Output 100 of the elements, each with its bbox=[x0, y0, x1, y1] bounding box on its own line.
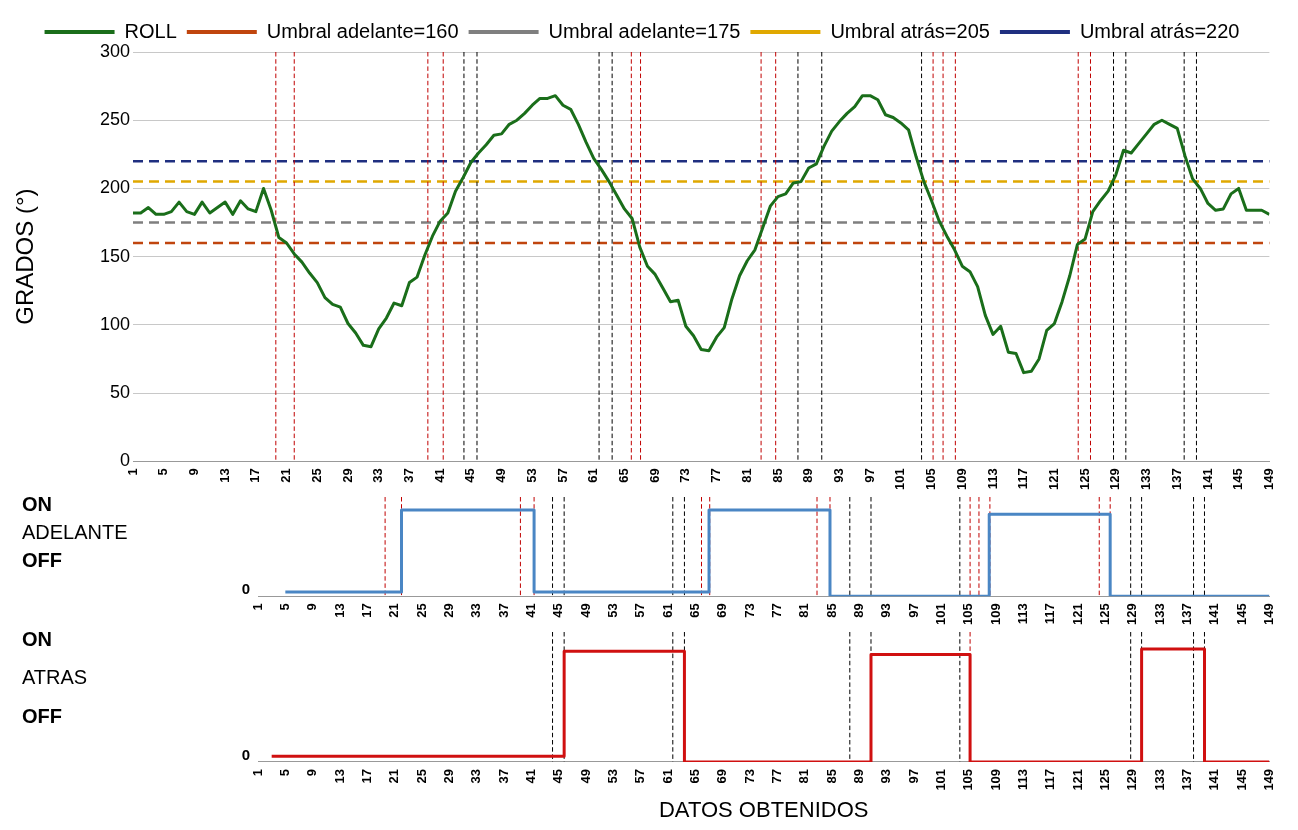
x-tick-label: 101 bbox=[892, 468, 908, 491]
text: 0 bbox=[241, 746, 250, 764]
x-tick-label: 101 bbox=[932, 603, 948, 626]
x-tick-label: 29 bbox=[440, 603, 456, 618]
x-tick-label: 105 bbox=[960, 603, 976, 626]
x-tick-label: 49 bbox=[577, 768, 593, 784]
x-tick-label: 17 bbox=[358, 603, 374, 618]
x-tick-label: 65 bbox=[615, 468, 631, 483]
x-tick-label: 33 bbox=[468, 603, 484, 618]
x-tick-label: 57 bbox=[632, 603, 648, 618]
legend-label: Umbral atrás=205 bbox=[830, 19, 990, 42]
x-tick-label: 117 bbox=[1015, 468, 1031, 490]
x-tick-label: 141 bbox=[1199, 468, 1215, 491]
x-tick-label: 37 bbox=[495, 603, 511, 618]
x-tick-label: 81 bbox=[796, 603, 812, 618]
text: OFF bbox=[22, 704, 62, 727]
x-tick-label: 117 bbox=[1042, 603, 1058, 625]
x-tick-label: 21 bbox=[386, 603, 402, 618]
x-tick-label: 125 bbox=[1096, 603, 1112, 626]
x-tick-label: 117 bbox=[1042, 768, 1058, 790]
y-axis-title: GRADOS (°) bbox=[11, 188, 39, 325]
x-tick-label: 73 bbox=[741, 603, 757, 618]
y-tick-label: 200 bbox=[99, 177, 130, 198]
x-tick-label: 109 bbox=[987, 768, 1003, 791]
x-tick-label: 61 bbox=[659, 768, 675, 784]
x-tick-label: 53 bbox=[604, 768, 620, 784]
x-tick-label: 145 bbox=[1233, 603, 1249, 626]
x-tick-label: 109 bbox=[987, 603, 1003, 626]
x-tick-label: 129 bbox=[1124, 603, 1140, 626]
x-tick-label: 145 bbox=[1230, 468, 1246, 491]
x-tick-label: 49 bbox=[577, 603, 593, 618]
x-tick-label: 65 bbox=[686, 768, 702, 784]
text: ADELANTE bbox=[22, 520, 128, 543]
x-tick-label: 1 bbox=[249, 603, 265, 611]
x-tick-label: 45 bbox=[462, 468, 478, 483]
x-tick-label: 125 bbox=[1076, 468, 1092, 491]
x-tick-label: 29 bbox=[339, 468, 355, 483]
x-tick-label: 5 bbox=[276, 768, 292, 777]
x-tick-label: 145 bbox=[1233, 768, 1249, 791]
x-tick-label: 129 bbox=[1124, 768, 1140, 791]
x-tick-label: 77 bbox=[768, 768, 784, 784]
x-tick-label: 41 bbox=[522, 603, 538, 618]
x-tick-label: 133 bbox=[1151, 603, 1167, 626]
x-tick-label: 61 bbox=[585, 468, 601, 483]
x-tick-label: 69 bbox=[714, 768, 730, 784]
x-tick-label: 121 bbox=[1069, 768, 1085, 791]
x-tick-label: 73 bbox=[741, 768, 757, 784]
x-tick-label: 77 bbox=[768, 603, 784, 618]
x-tick-label: 89 bbox=[850, 768, 866, 784]
x-tick-label: 53 bbox=[604, 603, 620, 618]
text: ATRAS bbox=[22, 666, 88, 689]
x-tick-label: 93 bbox=[830, 468, 846, 483]
x-tick-label: 5 bbox=[276, 603, 292, 611]
x-tick-label: 57 bbox=[632, 768, 648, 784]
x-tick-label: 121 bbox=[1069, 603, 1085, 626]
y-tick-label: 150 bbox=[99, 245, 130, 266]
x-tick-label: 101 bbox=[932, 768, 948, 791]
x-tick-label: 85 bbox=[823, 768, 839, 784]
x-tick-label: 133 bbox=[1151, 768, 1167, 791]
x-tick-label: 81 bbox=[738, 468, 754, 483]
x-axis-title: DATOS OBTENIDOS bbox=[658, 796, 869, 822]
y-tick-label: 300 bbox=[99, 40, 130, 61]
text: OFF bbox=[22, 549, 62, 572]
x-tick-label: 17 bbox=[358, 768, 374, 784]
x-tick-label: 149 bbox=[1260, 468, 1276, 491]
x-tick-label: 85 bbox=[769, 468, 785, 483]
x-tick-label: 113 bbox=[1014, 603, 1030, 625]
x-tick-label: 85 bbox=[823, 603, 839, 618]
x-tick-label: 137 bbox=[1178, 768, 1194, 791]
x-tick-label: 81 bbox=[796, 768, 812, 784]
x-tick-label: 109 bbox=[953, 468, 969, 491]
legend-label: Umbral adelante=160 bbox=[266, 19, 459, 42]
x-tick-label: 49 bbox=[493, 468, 509, 483]
x-tick-label: 9 bbox=[186, 468, 202, 476]
x-tick-label: 149 bbox=[1260, 768, 1276, 791]
x-tick-label: 113 bbox=[984, 468, 1000, 490]
x-tick-label: 1 bbox=[124, 468, 140, 476]
x-tick-label: 89 bbox=[800, 468, 816, 483]
x-tick-label: 141 bbox=[1206, 603, 1222, 626]
x-tick-label: 33 bbox=[370, 468, 386, 483]
x-tick-label: 77 bbox=[708, 468, 724, 483]
x-tick-label: 13 bbox=[331, 768, 347, 784]
x-tick-label: 113 bbox=[1014, 768, 1030, 790]
x-tick-label: 65 bbox=[686, 603, 702, 618]
x-tick-label: 25 bbox=[413, 768, 429, 784]
x-tick-label: 29 bbox=[440, 768, 456, 784]
x-tick-label: 9 bbox=[304, 768, 320, 777]
text: ON bbox=[22, 492, 52, 515]
x-tick-label: 97 bbox=[905, 603, 921, 618]
text: 0 bbox=[241, 580, 250, 598]
x-tick-label: 17 bbox=[247, 468, 263, 483]
x-tick-label: 137 bbox=[1178, 603, 1194, 626]
x-tick-label: 21 bbox=[278, 468, 294, 483]
x-tick-label: 13 bbox=[216, 468, 232, 483]
x-tick-label: 13 bbox=[331, 603, 347, 618]
legend-label: ROLL bbox=[124, 19, 177, 42]
x-tick-label: 141 bbox=[1206, 768, 1222, 791]
x-tick-label: 41 bbox=[431, 468, 447, 483]
x-tick-label: 21 bbox=[386, 768, 402, 784]
x-tick-label: 121 bbox=[1045, 468, 1061, 491]
